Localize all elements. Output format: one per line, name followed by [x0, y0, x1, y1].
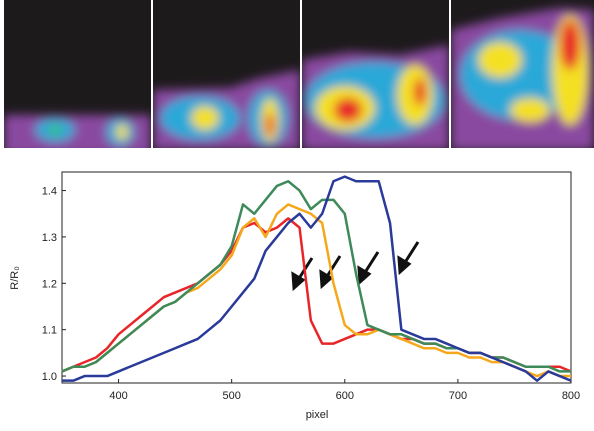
- series-line: [61, 203, 571, 378]
- y-axis-label: R/R₀: [9, 266, 21, 290]
- plot-frame: [61, 171, 572, 384]
- x-tick-label: 400: [109, 390, 127, 402]
- x-tick-label: 500: [222, 390, 240, 402]
- series-line: [61, 180, 571, 373]
- x-tick-label: 700: [449, 390, 467, 402]
- image-panels: [4, 0, 594, 148]
- y-tick-label: 1.0: [42, 371, 57, 383]
- y-tick-label: 1.3: [42, 232, 57, 244]
- y-tick-label: 1.1: [42, 325, 57, 337]
- x-axis-label: pixel: [306, 409, 329, 421]
- x-tick-label: 600: [336, 390, 354, 402]
- y-tick-label: 1.4: [42, 186, 57, 198]
- series-line: [61, 217, 572, 373]
- series-line: [62, 175, 572, 382]
- y-tick-label: 1.2: [42, 278, 57, 290]
- x-tick-label: 800: [562, 390, 580, 402]
